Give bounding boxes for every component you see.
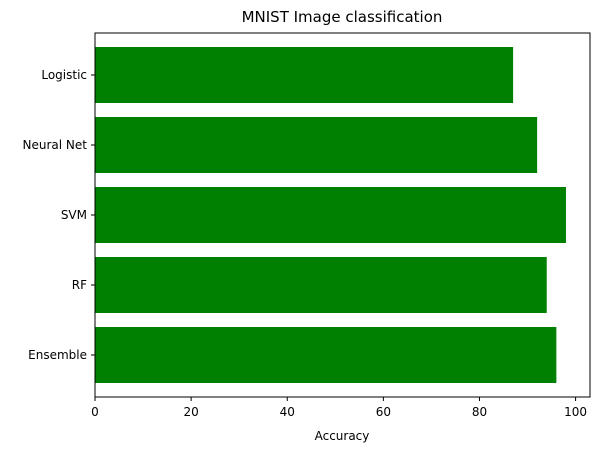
x-tick-label: 100 <box>564 405 587 419</box>
bar-svm <box>95 187 566 243</box>
y-tick-label: SVM <box>61 208 87 222</box>
x-axis-label: Accuracy <box>315 429 370 443</box>
x-tick-label: 80 <box>472 405 487 419</box>
y-axis-ticks: Logistic Neural Net SVM RF Ensemble <box>23 68 95 362</box>
x-tick-label: 0 <box>91 405 99 419</box>
x-tick-label: 20 <box>183 405 198 419</box>
y-tick-label: Ensemble <box>28 348 87 362</box>
x-axis-ticks: 0 20 40 60 80 100 <box>91 397 587 419</box>
plot-frame <box>94 32 591 398</box>
chart-title: MNIST Image classification <box>242 8 443 26</box>
bar-ensemble <box>95 327 557 383</box>
bar-neural-net <box>95 117 538 173</box>
x-tick-label: 40 <box>280 405 295 419</box>
y-tick-label: Neural Net <box>23 138 88 152</box>
bar-rf <box>95 257 547 313</box>
bar-logistic <box>95 47 514 103</box>
y-tick-label: RF <box>72 278 87 292</box>
bars <box>95 47 566 383</box>
x-tick-label: 60 <box>376 405 391 419</box>
y-tick-label: Logistic <box>41 68 87 82</box>
